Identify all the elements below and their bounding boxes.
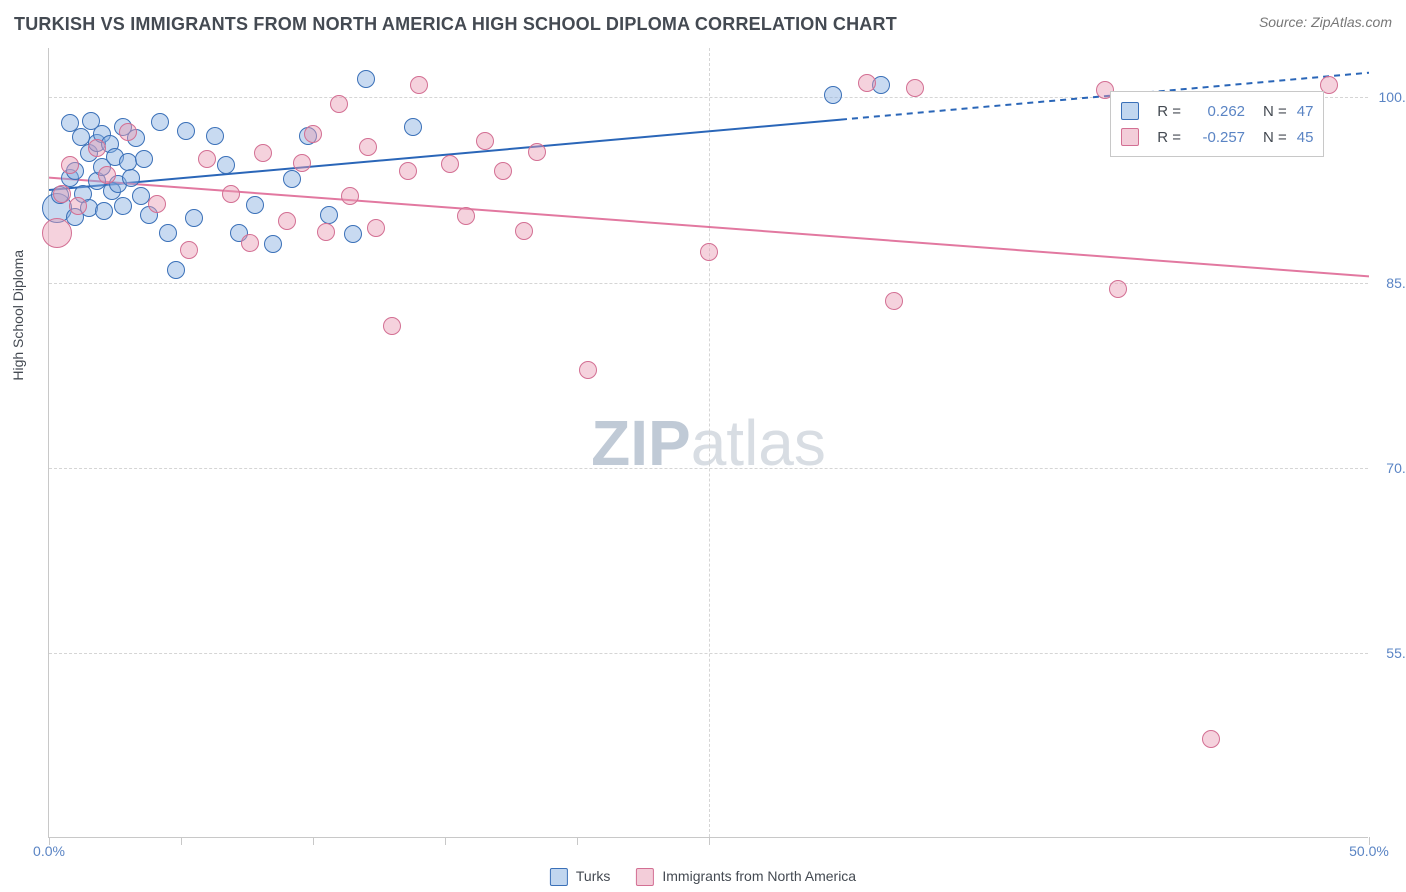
xtick-label: 0.0%	[33, 843, 65, 859]
data-point	[98, 166, 116, 184]
data-point	[61, 156, 79, 174]
trendlines	[49, 48, 1369, 838]
data-point	[217, 156, 235, 174]
data-point	[317, 223, 335, 241]
data-point	[53, 185, 71, 203]
data-point	[367, 219, 385, 237]
data-point	[885, 292, 903, 310]
swatch-icon	[1121, 128, 1139, 146]
data-point	[528, 143, 546, 161]
xtick-label: 50.0%	[1349, 843, 1389, 859]
data-point	[69, 197, 87, 215]
swatch-icon	[636, 868, 654, 886]
data-point	[159, 224, 177, 242]
data-point	[185, 209, 203, 227]
scatter-plot: ZIPatlas 55.0%70.0%85.0%100.0%0.0%50.0%R…	[48, 48, 1368, 838]
data-point	[357, 70, 375, 88]
swatch-icon	[550, 868, 568, 886]
stats-row: R =0.262N =47	[1121, 98, 1313, 124]
stats-row: R =-0.257N =45	[1121, 124, 1313, 150]
data-point	[476, 132, 494, 150]
data-point	[341, 187, 359, 205]
data-point	[344, 225, 362, 243]
data-point	[304, 125, 322, 143]
data-point	[241, 234, 259, 252]
data-point	[494, 162, 512, 180]
data-point	[264, 235, 282, 253]
ytick-label: 85.0%	[1386, 275, 1406, 291]
data-point	[135, 150, 153, 168]
swatch-icon	[1121, 102, 1139, 120]
data-point	[148, 195, 166, 213]
data-point	[1109, 280, 1127, 298]
data-point	[206, 127, 224, 145]
xtick-mark	[181, 837, 182, 845]
data-point	[858, 74, 876, 92]
data-point	[441, 155, 459, 173]
ytick-label: 70.0%	[1386, 460, 1406, 476]
data-point	[114, 197, 132, 215]
data-point	[515, 222, 533, 240]
stats-box: R =0.262N =47R =-0.257N =45	[1110, 91, 1324, 157]
data-point	[42, 218, 72, 248]
xtick-mark	[577, 837, 578, 845]
data-point	[119, 123, 137, 141]
ytick-label: 100.0%	[1379, 89, 1406, 105]
data-point	[95, 202, 113, 220]
xtick-mark	[445, 837, 446, 845]
data-point	[167, 261, 185, 279]
legend-item-turks: Turks	[550, 868, 610, 886]
data-point	[151, 113, 169, 131]
data-point	[906, 79, 924, 97]
source-label: Source: ZipAtlas.com	[1259, 14, 1392, 30]
ytick-label: 55.0%	[1386, 645, 1406, 661]
data-point	[404, 118, 422, 136]
legend-item-immigrants: Immigrants from North America	[636, 868, 856, 886]
y-axis-label: High School Diploma	[10, 250, 26, 381]
data-point	[254, 144, 272, 162]
data-point	[198, 150, 216, 168]
data-point	[320, 206, 338, 224]
data-point	[399, 162, 417, 180]
data-point	[359, 138, 377, 156]
data-point	[122, 169, 140, 187]
xtick-mark	[313, 837, 314, 845]
data-point	[410, 76, 428, 94]
data-point	[293, 154, 311, 172]
xtick-mark	[709, 837, 710, 845]
data-point	[180, 241, 198, 259]
data-point	[330, 95, 348, 113]
data-point	[700, 243, 718, 261]
data-point	[283, 170, 301, 188]
data-point	[579, 361, 597, 379]
chart-title: TURKISH VS IMMIGRANTS FROM NORTH AMERICA…	[14, 14, 897, 35]
data-point	[1202, 730, 1220, 748]
data-point	[824, 86, 842, 104]
data-point	[88, 139, 106, 157]
data-point	[457, 207, 475, 225]
data-point	[246, 196, 264, 214]
data-point	[222, 185, 240, 203]
data-point	[383, 317, 401, 335]
data-point	[177, 122, 195, 140]
legend: Turks Immigrants from North America	[550, 868, 856, 886]
data-point	[278, 212, 296, 230]
